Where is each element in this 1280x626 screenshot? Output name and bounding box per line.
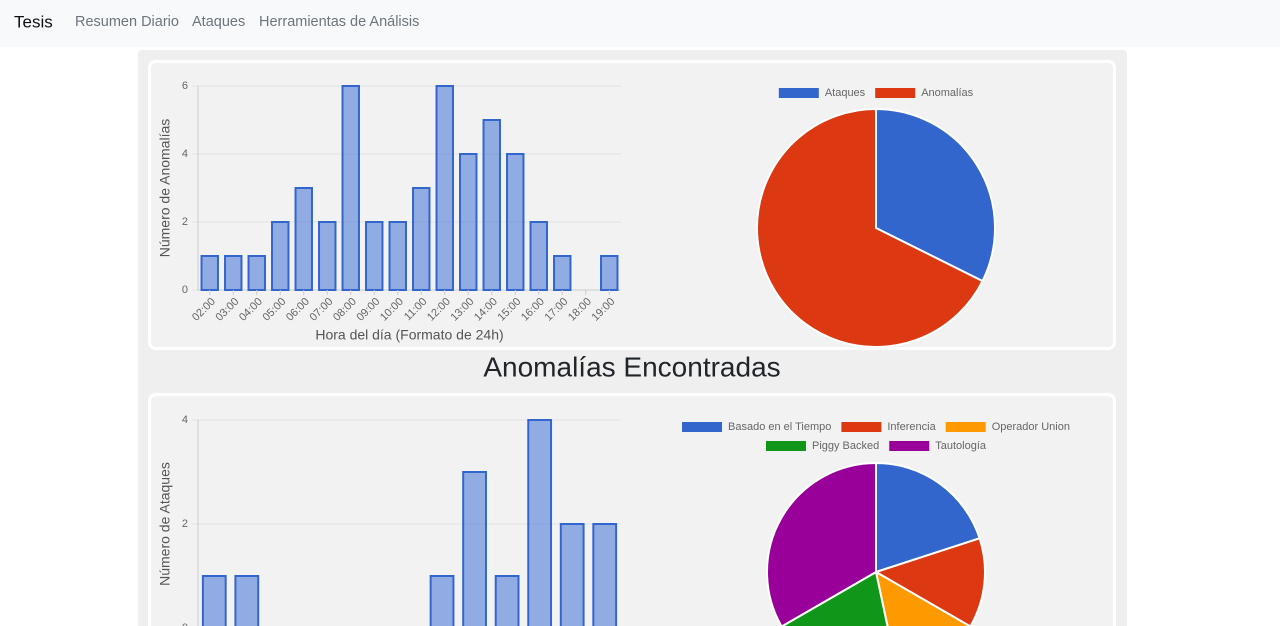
bar — [592, 523, 618, 626]
y-axis-title: Número de Anomalías — [157, 119, 173, 258]
bar — [482, 119, 501, 291]
pie-slice — [766, 461, 877, 626]
bar — [271, 221, 290, 291]
bar — [201, 575, 227, 626]
legend-label: Inferencia — [887, 421, 936, 433]
navbar-brand[interactable]: Tesis — [14, 12, 53, 31]
y-tick-label: 2 — [182, 518, 188, 530]
legend-label: Basado en el Tiempo — [728, 421, 831, 433]
nav-link[interactable]: Herramientas de Análisis — [259, 14, 419, 30]
bar — [559, 523, 585, 626]
legend-label: Ataques — [825, 87, 866, 99]
pie-slice — [756, 107, 984, 348]
legend-swatch — [875, 88, 916, 98]
y-tick-label: 4 — [182, 414, 188, 426]
bar — [224, 255, 243, 291]
x-axis-title: Hora del día (Formato de 24h) — [315, 327, 503, 343]
legend-swatch — [682, 422, 723, 432]
bar — [435, 85, 454, 291]
bar — [200, 255, 219, 291]
nav-link[interactable]: Ataques — [192, 14, 245, 30]
y-axis-title: Número de Ataques — [157, 462, 173, 586]
bar — [318, 221, 337, 291]
pie-slice — [875, 461, 981, 574]
legend-label: Operador Union — [992, 421, 1070, 433]
legend-swatch — [765, 441, 806, 451]
bar — [388, 221, 407, 291]
legend-label: Anomalías — [921, 87, 973, 99]
y-tick-label: 6 — [182, 80, 188, 92]
bar — [247, 255, 266, 291]
legend-swatch — [778, 88, 819, 98]
bar — [294, 187, 313, 291]
legend-swatch — [945, 422, 986, 432]
bar — [494, 575, 520, 626]
legend-label: Piggy Backed — [812, 440, 879, 452]
nav-link[interactable]: Resumen Diario — [75, 14, 179, 30]
bar — [527, 419, 553, 626]
bar — [341, 85, 360, 291]
bar — [462, 471, 487, 626]
legend-swatch — [889, 441, 930, 451]
bar — [553, 255, 572, 291]
pie-slice — [875, 107, 996, 283]
pie-slice — [780, 570, 889, 626]
y-tick-label: 2 — [182, 216, 188, 228]
bar — [506, 153, 525, 291]
y-tick-label: 0 — [182, 284, 188, 296]
legend-swatch — [841, 422, 882, 432]
bar — [365, 221, 384, 291]
legend-label: Tautología — [935, 440, 987, 452]
pie-slice — [873, 537, 986, 626]
bar — [459, 153, 478, 291]
bar — [429, 575, 455, 626]
bar — [600, 255, 619, 291]
pie-slice — [874, 570, 972, 626]
y-tick-label: 4 — [182, 148, 188, 160]
bar — [234, 575, 260, 626]
bar — [412, 187, 431, 291]
section-title: Anomalías Encontradas — [483, 351, 780, 382]
navbar — [0, 0, 1280, 47]
bar — [529, 221, 548, 291]
y-tick-label: 0 — [182, 622, 188, 626]
